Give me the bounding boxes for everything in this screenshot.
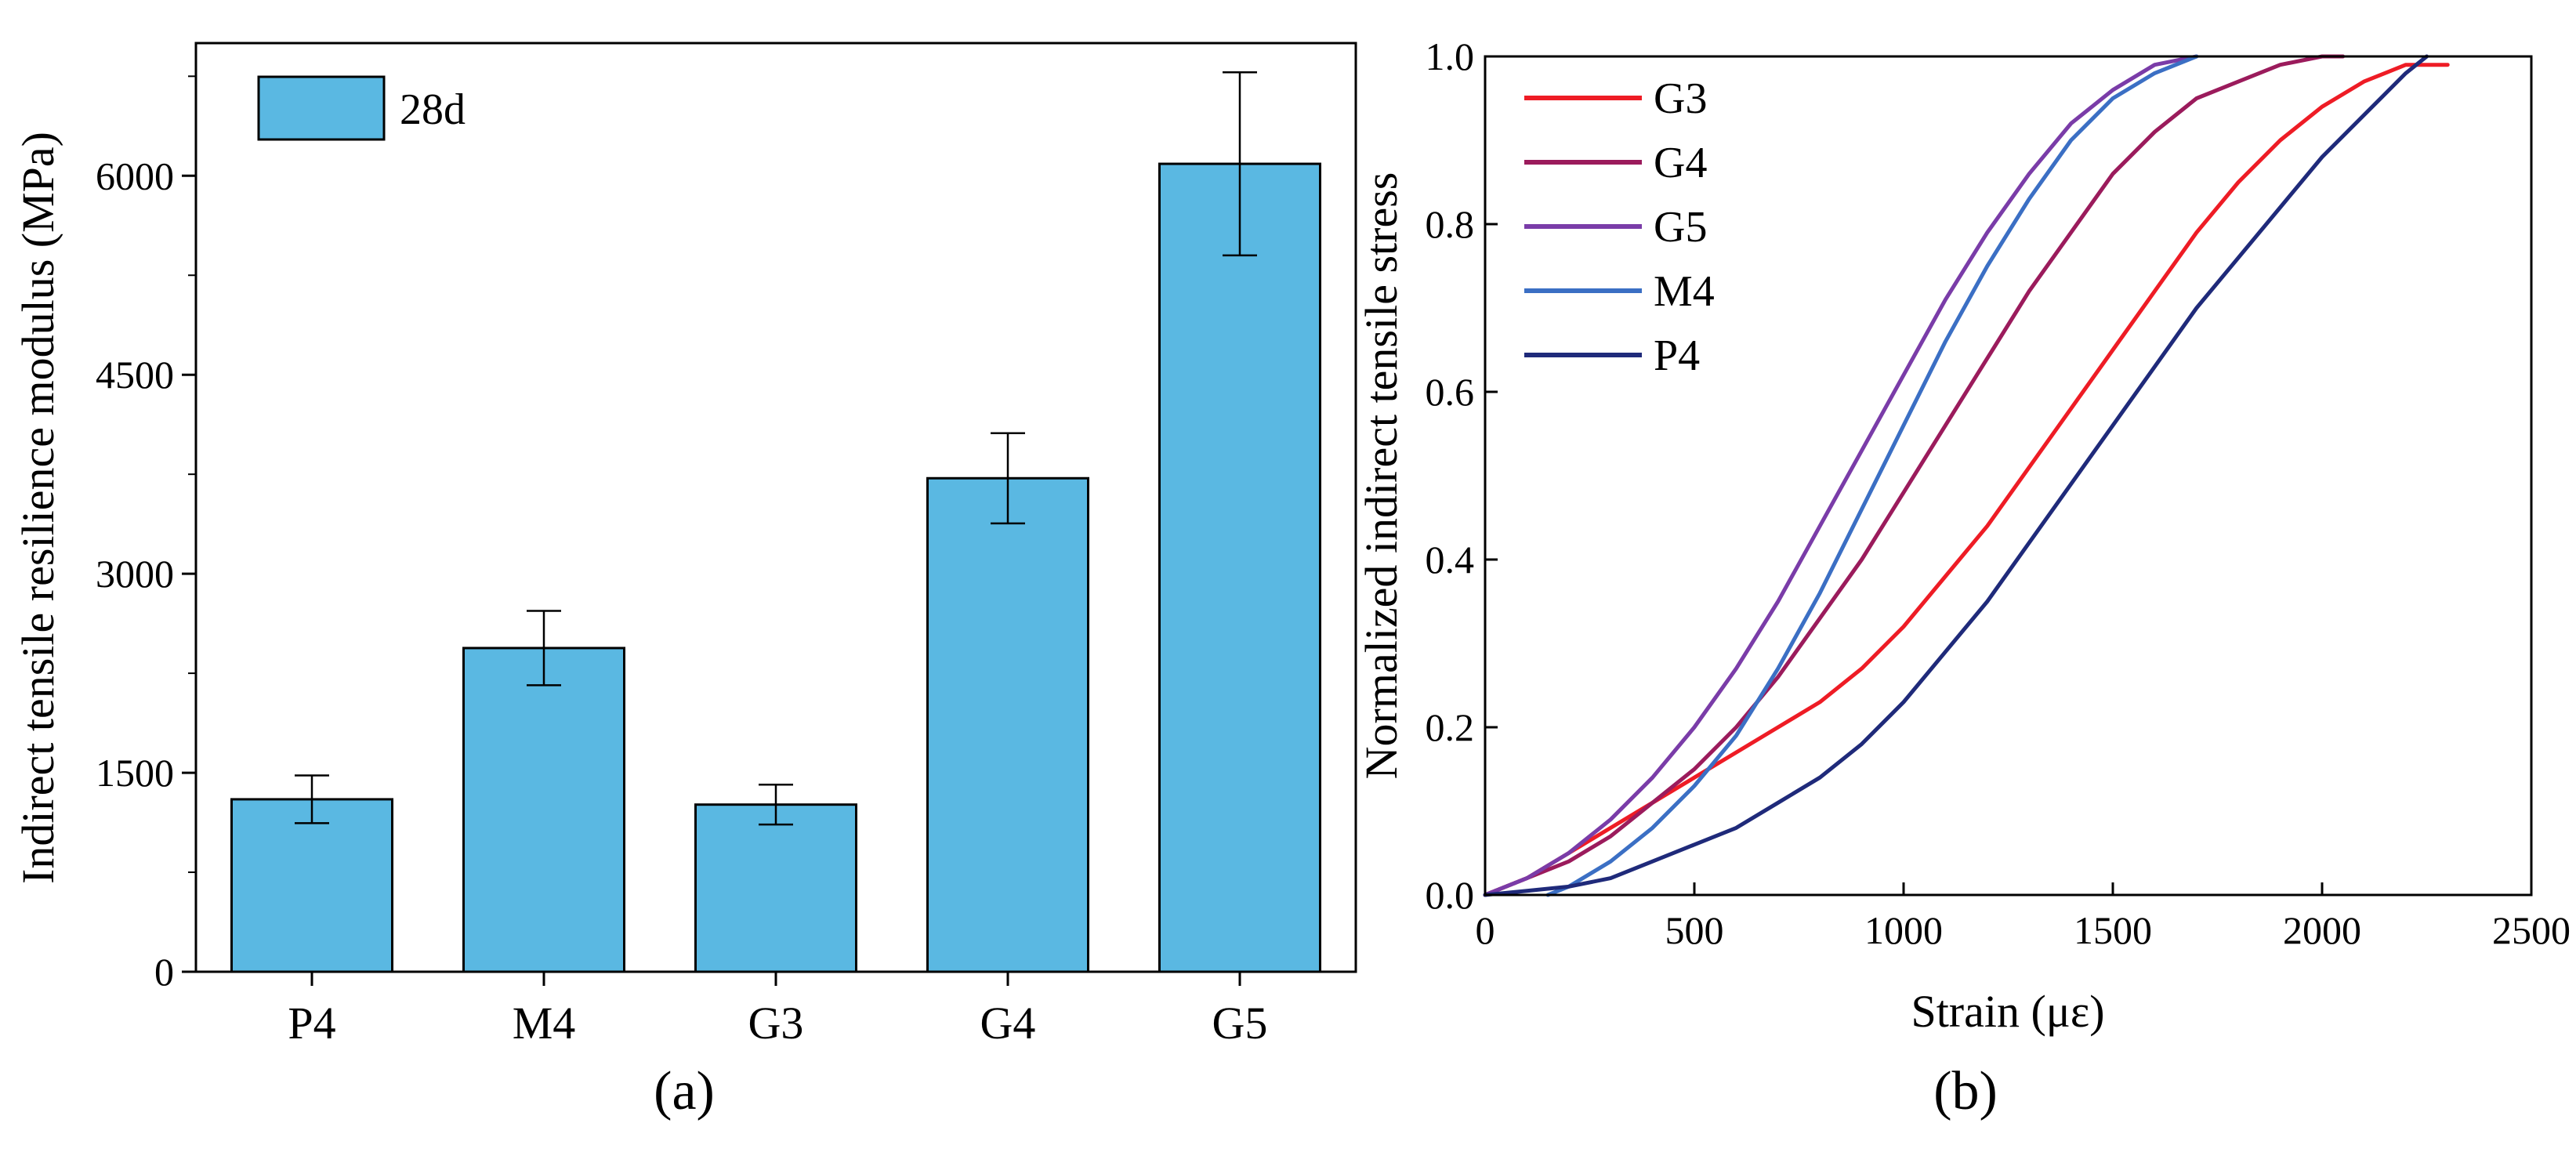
error-bar-g3 (759, 784, 793, 826)
x-tick-label: 2500 (2492, 908, 2571, 952)
bar-g4 (926, 476, 1089, 973)
legend-swatch-28d (257, 75, 386, 141)
legend-entry-g5: G5 (1524, 203, 1707, 252)
error-bar-m4 (527, 610, 561, 686)
x-tick-label: 1000 (1864, 908, 1943, 952)
line-series-p4 (1483, 54, 2429, 897)
bar-g3 (694, 803, 857, 973)
y-tick-label: 0.4 (1426, 538, 1475, 581)
x-tick-label: 1500 (2074, 908, 2152, 952)
x-tick-label-g3: G3 (748, 998, 804, 1049)
x-axis-label: Strain (με) (1911, 986, 2104, 1037)
y-axis-label: Normalized indirect tensile stress (1356, 172, 1407, 780)
y-axis-label: Indirect tensile resilience modulus (MPa… (13, 132, 63, 884)
y-tick-label: 1500 (96, 751, 174, 795)
legend-label-g5: G5 (1654, 203, 1707, 252)
bar-p4 (230, 798, 393, 973)
y-tick-label: 6000 (96, 154, 174, 197)
y-tick-label: 3000 (96, 552, 174, 596)
y-tick-label: 0 (154, 950, 174, 994)
legend-label-g4: G4 (1654, 139, 1707, 187)
legend-label-28d: 28d (400, 85, 466, 134)
plot-frame (1484, 55, 2533, 897)
error-bar-g4 (991, 432, 1025, 525)
line-series-g5 (1483, 54, 2199, 897)
legend-entry-p4: P4 (1524, 331, 1700, 380)
y-axis-ticks: 0 1500 3000 4500 6000 (96, 75, 196, 994)
legend-label-m4: M4 (1654, 267, 1715, 316)
bar-series-28d (230, 162, 1321, 973)
error-bar-g5 (1223, 71, 1257, 257)
legend: 28d (257, 75, 466, 141)
x-tick-label-g4: G4 (980, 998, 1036, 1049)
panel-label: (a) (654, 1061, 715, 1121)
x-tick-label: 500 (1665, 908, 1724, 952)
y-axis-ticks: 0.0 0.2 0.4 0.6 0.8 1.0 (1426, 34, 1498, 917)
x-tick-label-m4: M4 (513, 998, 576, 1049)
panel-label: (b) (1933, 1061, 1998, 1121)
bar-chart-panel: 0 1500 3000 4500 6000 P4 M4 G3 G4 G5 28d Indirec… (13, 42, 1357, 1121)
legend-label-p4: P4 (1654, 331, 1700, 380)
y-tick-label: 0.8 (1426, 202, 1475, 246)
x-tick-label-p4: P4 (288, 998, 335, 1049)
y-tick-label: 0.6 (1426, 370, 1475, 414)
bar-m4 (462, 647, 625, 973)
x-tick-label-g5: G5 (1212, 998, 1268, 1049)
plot-frame (194, 42, 1357, 973)
legend-entry-g3: G3 (1524, 74, 1707, 123)
y-tick-label: 4500 (96, 353, 174, 397)
line-chart-panel: 0.00.20.40.60.81.0 0 500 1000 1500 2000 2500 … (1356, 34, 2571, 1121)
x-tick-label: 0 (1476, 908, 1495, 952)
y-tick-label: 1.0 (1426, 34, 1475, 78)
legend-entry-m4: M4 (1524, 267, 1715, 316)
y-tick-label: 0.2 (1426, 705, 1475, 749)
legend: G3 G4 G5 M4 P4 (1524, 74, 1715, 380)
line-series (1483, 54, 2450, 897)
y-tick-label: 0.0 (1426, 873, 1475, 917)
error-bars (295, 71, 1257, 826)
x-tick-label: 2000 (2283, 908, 2361, 952)
bar-g5 (1158, 162, 1321, 973)
line-series-m4 (1545, 54, 2199, 897)
error-bar-p4 (295, 774, 329, 824)
legend-entry-g4: G4 (1524, 139, 1707, 187)
x-axis-ticks: P4 M4 G3 G4 G5 (288, 972, 1267, 1049)
legend-label-g3: G3 (1654, 74, 1707, 123)
line-series-g4 (1483, 54, 2346, 897)
